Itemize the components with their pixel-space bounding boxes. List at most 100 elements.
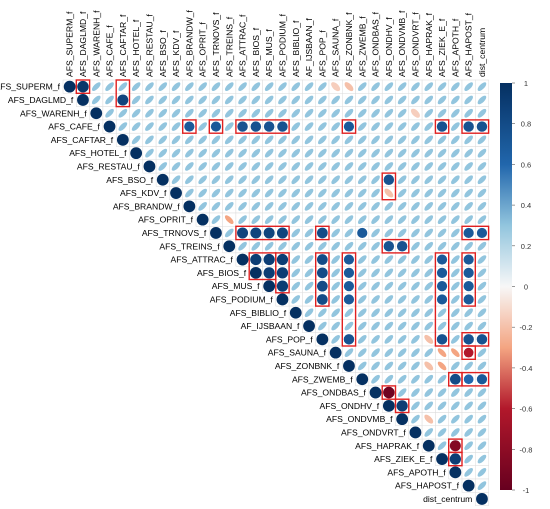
column-label-afs-trnovs-f: AFS_TRNOVS_f	[211, 12, 221, 77]
cell-afs-restau-f-afs-mus-f-ellipse	[264, 162, 274, 171]
column-label-afs-restau-f: AFS_RESTAU_f	[144, 14, 154, 77]
cell-afs-warenh-f-afs-zwemb-f-ellipse	[357, 108, 367, 118]
cell-afs-ondhv-f-afs-ziek-e-f-ellipse	[437, 401, 447, 411]
cell-afs-treins-f-afs-bios-f-ellipse	[251, 241, 261, 251]
cell-afs-hotel-f-afs-hotel-f-circle	[130, 147, 143, 160]
cell-afs-attrac-f-afs-podium-f-circle	[276, 253, 289, 266]
cell-afs-trnovs-f-afs-trnovs-f-circle	[210, 227, 222, 239]
cell-afs-brandw-f-afs-bios-f-ellipse	[251, 202, 261, 211]
cell-afs-daglmd-f-afs-biblio-f-ellipse	[291, 95, 301, 105]
cell-afs-superm-f-afs-cafe-f-ellipse	[105, 82, 114, 91]
cell-afs-treins-f-dist-centrum-ellipse	[477, 241, 487, 251]
cell-afs-treins-f-afs-treins-f-circle	[223, 240, 236, 253]
cell-afs-hotel-f-afs-restau-f-ellipse	[145, 148, 154, 158]
colorbar-tick-label: 0	[524, 283, 528, 292]
cell-afs-warenh-f-afs-treins-f-ellipse	[224, 108, 234, 118]
row-label-afs-apoth-f: AFS_APOTH_f	[387, 467, 446, 477]
cell-afs-trnovs-f-afs-hapost-f-circle	[463, 227, 474, 239]
cell-afs-daglmd-f-afs-sauna-f-ellipse	[331, 95, 340, 105]
cell-afs-oprit-f-afs-attrac-f-ellipse	[238, 215, 247, 224]
cell-afs-treins-f-afs-ondvmb-f-circle	[396, 241, 408, 252]
column-label-afs-superm-f: AFS_SUPERM_f	[65, 11, 75, 77]
row-label-afs-hapost-f: AFS_HAPOST_f	[395, 481, 460, 491]
cell-afs-podium-f-afs-ondvrt-f-ellipse	[411, 295, 420, 304]
cell-afs-bios-f-afs-ondhv-f-ellipse	[384, 268, 394, 278]
column-label-afs-sauna-f: AFS_SAUNA_f	[331, 18, 341, 77]
cell-afs-brandw-f-afs-ondhv-f-ellipse	[384, 202, 394, 211]
cell-afs-caftar-f-afs-ondvrt-f-ellipse	[411, 135, 420, 145]
cell-afs-haprak-f-afs-haprak-f-circle	[422, 439, 435, 452]
cell-afs-superm-f-afs-attrac-f-ellipse	[238, 82, 247, 91]
highlight-box-3	[181, 119, 197, 134]
cell-afs-kdv-f-afs-sauna-f-ellipse	[331, 188, 340, 198]
cell-afs-cafe-f-afs-mus-f-circle	[263, 121, 275, 132]
cell-afs-warenh-f-afs-restau-f-ellipse	[145, 108, 154, 118]
colorbar-tick-label: -1	[523, 486, 530, 495]
cell-af-ijsbaan-f-afs-zwemb-f-ellipse	[357, 321, 367, 331]
cell-afs-caftar-f-afs-zwemb-f-ellipse	[357, 135, 367, 145]
cell-afs-daglmd-f-afs-ondvmb-f-ellipse	[397, 95, 407, 105]
cell-afs-brandw-f-afs-trnovs-f-ellipse	[211, 202, 221, 211]
highlight-box-11	[315, 225, 330, 241]
row-label-afs-treins-f: AFS_TREINS_f	[159, 241, 220, 251]
cell-afs-cafe-f-afs-caftar-f-ellipse	[118, 122, 128, 131]
cell-afs-sauna-f-afs-ziek-e-f-ellipse	[437, 348, 447, 357]
cell-afs-mus-f-afs-ondbas-f-ellipse	[371, 281, 380, 291]
cell-afs-kdv-f-afs-podium-f-ellipse	[278, 188, 287, 198]
cell-afs-restau-f-afs-podium-f-ellipse	[278, 162, 287, 171]
cell-afs-warenh-f-afs-biblio-f-ellipse	[291, 108, 301, 118]
cell-afs-warenh-f-afs-hapost-f-ellipse	[464, 108, 473, 118]
cell-afs-trnovs-f-afs-sauna-f-ellipse	[331, 228, 340, 238]
cell-afs-bso-f-af-ijsbaan-f-ellipse	[304, 175, 314, 185]
cell-afs-brandw-f-afs-ondbas-f-ellipse	[371, 202, 380, 211]
cell-afs-attrac-f-afs-haprak-f-ellipse	[424, 255, 434, 264]
cell-afs-restau-f-afs-zwemb-f-ellipse	[357, 162, 367, 171]
cell-dist-centrum-dist-centrum-circle	[476, 493, 488, 505]
colorbar-gradient	[500, 83, 512, 490]
row-label-afs-attrac-f: AFS_ATTRAC_f	[170, 255, 233, 265]
column-label-afs-attrac-f: AFS_ATTRAC_f	[238, 14, 248, 77]
cell-afs-treins-f-afs-sauna-f-ellipse	[331, 241, 340, 251]
cell-afs-treins-f-afs-haprak-f-ellipse	[424, 241, 434, 251]
cell-afs-bso-f-afs-zwemb-f-ellipse	[357, 175, 367, 185]
cell-afs-biblio-f-afs-zonbnk-f-ellipse	[344, 308, 354, 318]
cell-afs-pop-f-afs-ondvrt-f-ellipse	[411, 335, 420, 344]
row-label-afs-haprak-f: AFS_HAPRAK_f	[355, 441, 420, 451]
cell-afs-cafe-f-afs-biblio-f-ellipse	[291, 122, 301, 131]
cell-afs-hotel-f-afs-mus-f-ellipse	[264, 148, 274, 158]
cell-afs-bios-f-afs-ondbas-f-ellipse	[371, 268, 380, 278]
cell-afs-brandw-f-afs-ziek-e-f-ellipse	[437, 202, 447, 211]
cell-afs-superm-f-af-ijsbaan-f-ellipse	[304, 82, 314, 91]
cell-afs-restau-f-afs-ondvrt-f-ellipse	[411, 162, 420, 171]
cell-afs-superm-f-afs-biblio-f-ellipse	[291, 82, 301, 91]
column-label-afs-zonbnk-f: AFS_ZONBNK_f	[344, 12, 354, 77]
cell-afs-restau-f-afs-sauna-f-ellipse	[331, 162, 340, 171]
cell-afs-sauna-f-afs-ondvrt-f-ellipse	[411, 348, 420, 357]
cell-afs-caftar-f-afs-podium-f-ellipse	[278, 135, 287, 145]
cell-afs-bios-f-afs-zonbnk-f-circle	[343, 267, 355, 278]
cell-afs-ziek-e-f-dist-centrum-ellipse	[477, 454, 487, 464]
cell-afs-mus-f-afs-ziek-e-f-circle	[436, 281, 448, 292]
cell-afs-oprit-f-afs-ondbas-f-ellipse	[371, 215, 380, 224]
cell-afs-caftar-f-afs-attrac-f-ellipse	[238, 135, 247, 145]
cell-afs-caftar-f-afs-caftar-f-circle	[116, 133, 129, 146]
cell-afs-attrac-f-afs-ondbas-f-ellipse	[371, 255, 380, 264]
cell-afs-podium-f-afs-zonbnk-f-circle	[343, 294, 355, 305]
column-label-afs-hapost-f: AFS_HAPOST_f	[464, 12, 474, 77]
cell-afs-warenh-f-afs-podium-f-ellipse	[278, 108, 287, 118]
cell-afs-mus-f-afs-apoth-f-ellipse	[451, 281, 460, 291]
cell-afs-oprit-f-afs-apoth-f-ellipse	[451, 215, 460, 224]
cell-afs-mus-f-af-ijsbaan-f-ellipse	[304, 281, 314, 291]
cell-afs-oprit-f-afs-treins-f-ellipse	[224, 215, 234, 224]
cell-afs-hotel-f-afs-treins-f-ellipse	[224, 148, 234, 158]
cell-af-ijsbaan-f-afs-pop-f-ellipse	[318, 321, 327, 331]
cell-afs-haprak-f-afs-apoth-f-circle	[449, 440, 461, 452]
cell-afs-podium-f-afs-ondbas-f-ellipse	[371, 295, 380, 304]
cell-afs-cafe-f-afs-cafe-f-circle	[103, 120, 116, 133]
cell-afs-daglmd-f-afs-brandw-f-ellipse	[185, 95, 194, 105]
cell-afs-daglmd-f-afs-zonbnk-f-ellipse	[344, 95, 354, 105]
cell-afs-kdv-f-afs-attrac-f-ellipse	[238, 188, 247, 198]
cell-afs-superm-f-afs-podium-f-ellipse	[278, 82, 287, 91]
cell-afs-ondhv-f-afs-haprak-f-ellipse	[424, 401, 434, 411]
cell-afs-zwemb-f-afs-hapost-f-circle	[463, 374, 474, 385]
